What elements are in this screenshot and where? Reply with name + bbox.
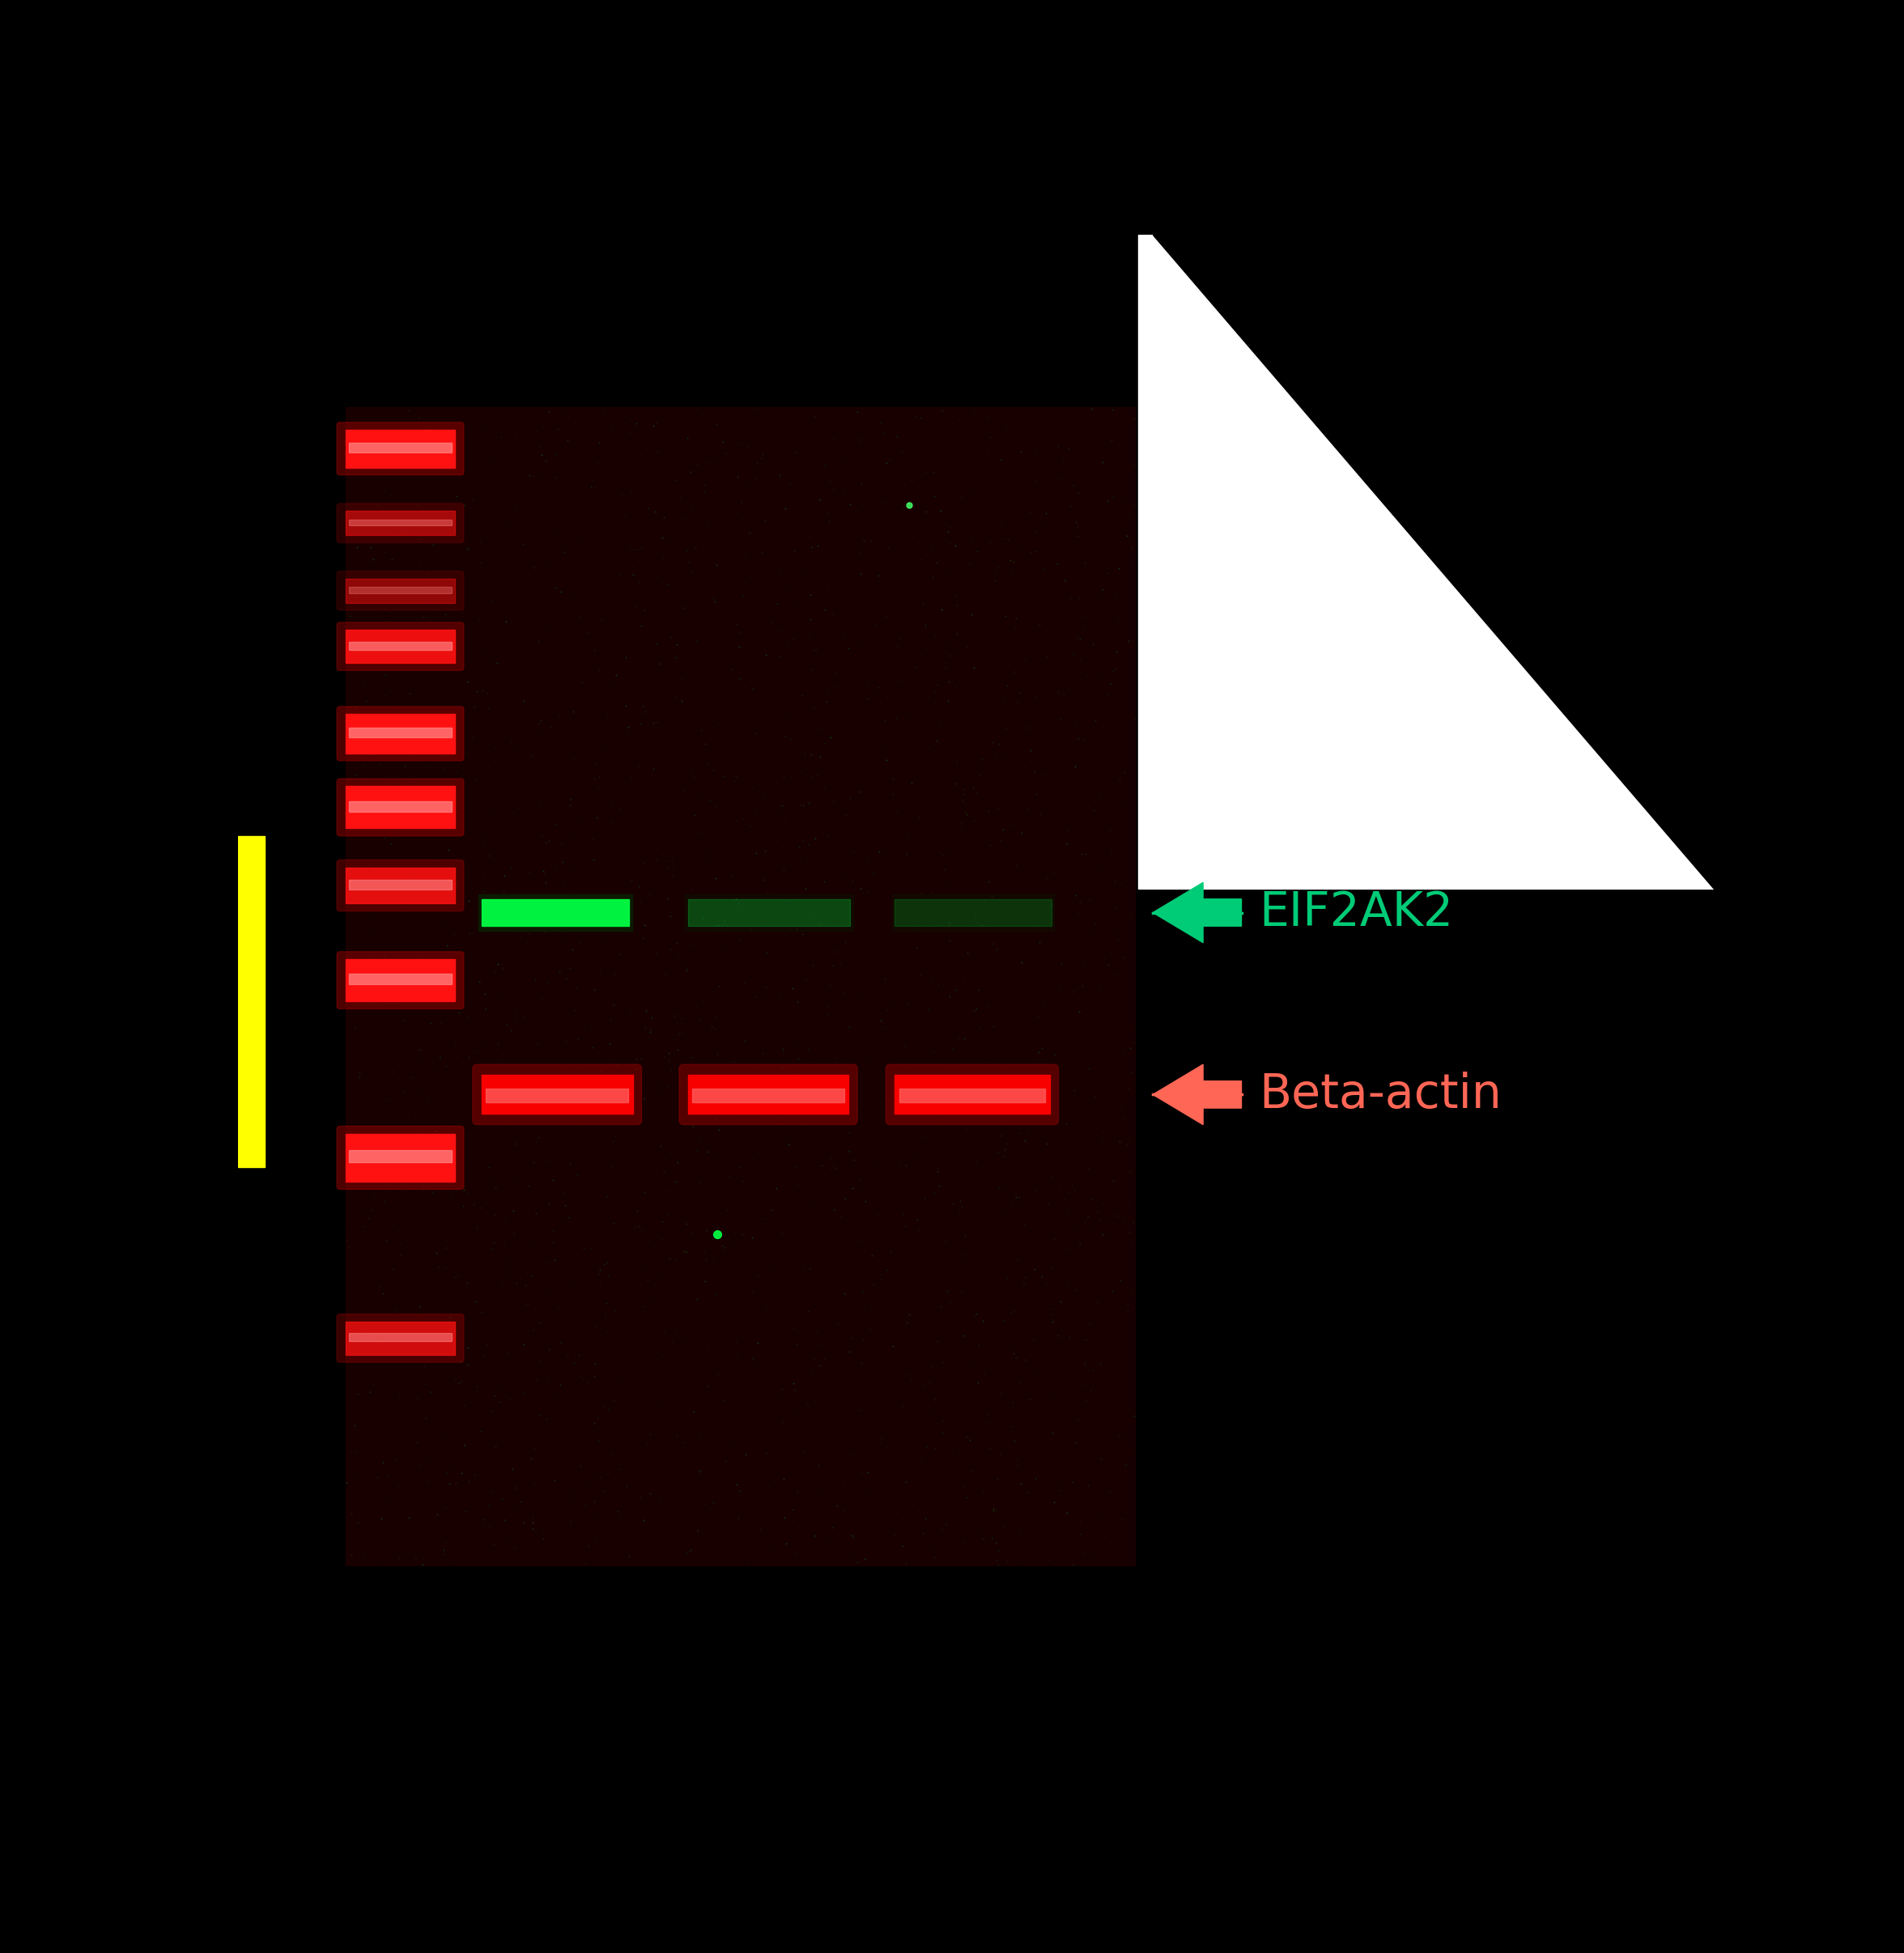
Bar [347, 631, 455, 662]
Bar [895, 1074, 1049, 1113]
Bar [347, 430, 455, 467]
FancyArrow shape [1152, 1064, 1241, 1125]
Bar [687, 1074, 849, 1113]
Bar [685, 894, 853, 932]
Bar [348, 519, 451, 525]
Bar [895, 898, 1051, 926]
FancyBboxPatch shape [472, 1064, 642, 1125]
Polygon shape [1154, 234, 1714, 889]
Bar [348, 801, 451, 812]
Bar [891, 894, 1055, 932]
Bar [348, 881, 451, 889]
Bar [348, 641, 451, 650]
Bar [347, 578, 455, 603]
Bar [899, 1088, 1045, 1101]
Bar [347, 1322, 455, 1355]
FancyBboxPatch shape [680, 1064, 857, 1125]
Bar [347, 408, 1135, 1564]
FancyBboxPatch shape [337, 1314, 465, 1363]
Text: Beta-actin: Beta-actin [1259, 1072, 1502, 1117]
Bar [347, 715, 455, 754]
Bar [347, 512, 455, 535]
Bar [348, 1334, 451, 1342]
Bar [687, 898, 851, 926]
Bar [347, 959, 455, 1002]
Bar [348, 443, 451, 453]
Bar [482, 898, 628, 926]
Bar [348, 975, 451, 984]
Bar [348, 728, 451, 738]
Bar [238, 836, 265, 1166]
Bar [478, 894, 632, 932]
Bar [482, 1074, 632, 1113]
FancyBboxPatch shape [337, 779, 465, 836]
Bar [347, 867, 455, 904]
Bar [1139, 234, 1714, 889]
FancyBboxPatch shape [337, 570, 465, 609]
FancyBboxPatch shape [337, 1127, 465, 1189]
FancyBboxPatch shape [337, 504, 465, 543]
Bar [348, 588, 451, 594]
Bar [693, 1088, 843, 1101]
FancyBboxPatch shape [337, 422, 465, 475]
Bar [486, 1088, 628, 1101]
FancyBboxPatch shape [337, 623, 465, 670]
Bar [347, 1133, 455, 1182]
Bar [348, 1150, 451, 1162]
FancyBboxPatch shape [337, 951, 465, 1010]
Text: EIF2AK2: EIF2AK2 [1259, 889, 1453, 935]
FancyBboxPatch shape [337, 707, 465, 760]
FancyArrow shape [1152, 883, 1241, 943]
FancyBboxPatch shape [885, 1064, 1059, 1125]
Bar [347, 787, 455, 828]
FancyBboxPatch shape [337, 859, 465, 910]
